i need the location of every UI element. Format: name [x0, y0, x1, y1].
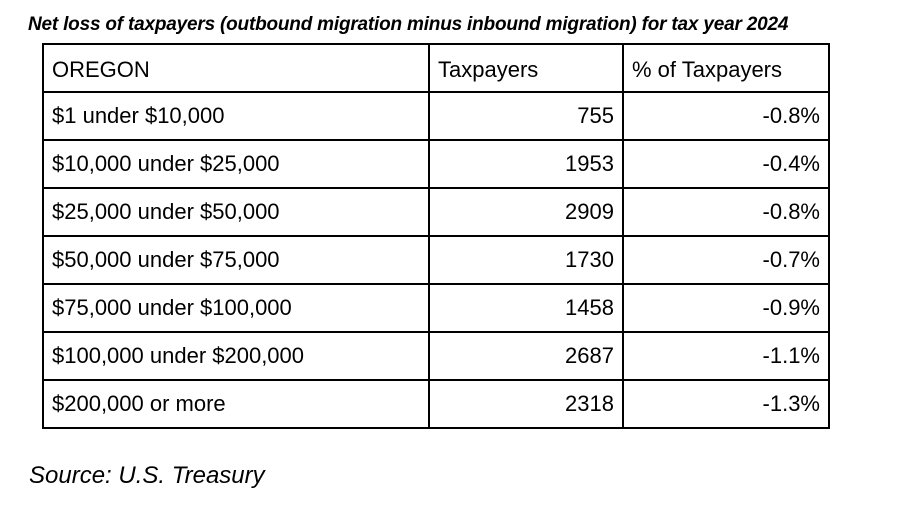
taxpayer-percent: -0.8%	[622, 187, 830, 237]
migration-table: OREGON Taxpayers % of Taxpayers $1 under…	[42, 43, 830, 429]
taxpayer-count: 1730	[428, 235, 624, 285]
table-row: $200,000 or more 2318 -1.3%	[42, 379, 830, 429]
header-state: OREGON	[42, 43, 430, 93]
header-percent: % of Taxpayers	[622, 43, 830, 93]
income-bracket: $200,000 or more	[42, 379, 430, 429]
table-title: Net loss of taxpayers (outbound migratio…	[28, 14, 789, 35]
taxpayer-count: 2318	[428, 379, 624, 429]
taxpayer-percent: -0.8%	[622, 91, 830, 141]
taxpayer-count: 2687	[428, 331, 624, 381]
table-row: $1 under $10,000 755 -0.8%	[42, 91, 830, 141]
income-bracket: $10,000 under $25,000	[42, 139, 430, 189]
taxpayer-percent: -0.9%	[622, 283, 830, 333]
taxpayer-percent: -1.3%	[622, 379, 830, 429]
taxpayer-count: 2909	[428, 187, 624, 237]
income-bracket: $25,000 under $50,000	[42, 187, 430, 237]
taxpayer-count: 1953	[428, 139, 624, 189]
income-bracket: $100,000 under $200,000	[42, 331, 430, 381]
header-taxpayers: Taxpayers	[428, 43, 624, 93]
income-bracket: $75,000 under $100,000	[42, 283, 430, 333]
table-row: $75,000 under $100,000 1458 -0.9%	[42, 283, 830, 333]
income-bracket: $50,000 under $75,000	[42, 235, 430, 285]
table-row: $100,000 under $200,000 2687 -1.1%	[42, 331, 830, 381]
table-row: $10,000 under $25,000 1953 -0.4%	[42, 139, 830, 189]
table-row: $50,000 under $75,000 1730 -0.7%	[42, 235, 830, 285]
taxpayer-percent: -0.4%	[622, 139, 830, 189]
table-header-row: OREGON Taxpayers % of Taxpayers	[42, 43, 830, 93]
taxpayer-percent: -1.1%	[622, 331, 830, 381]
taxpayer-count: 755	[428, 91, 624, 141]
table-row: $25,000 under $50,000 2909 -0.8%	[42, 187, 830, 237]
taxpayer-count: 1458	[428, 283, 624, 333]
source-note: Source: U.S. Treasury	[29, 462, 265, 489]
income-bracket: $1 under $10,000	[42, 91, 430, 141]
taxpayer-percent: -0.7%	[622, 235, 830, 285]
